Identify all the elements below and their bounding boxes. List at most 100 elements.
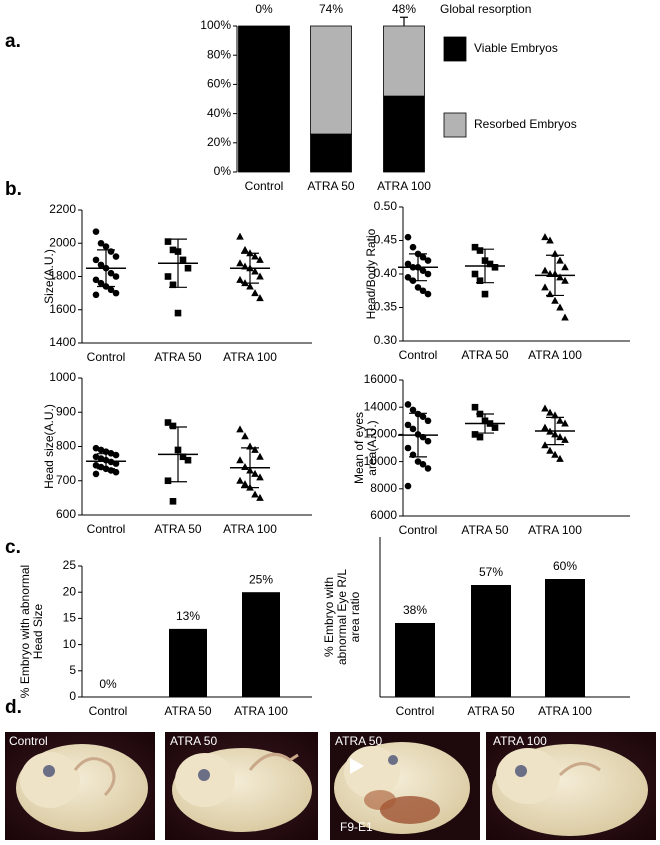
point xyxy=(169,498,177,505)
x-tick-label: ATRA 100 xyxy=(223,350,277,364)
point xyxy=(92,291,100,299)
y-tick-label: 700 xyxy=(56,473,76,487)
point xyxy=(169,246,177,254)
y-tick-label: 8000 xyxy=(370,481,397,495)
y-tick-label: 40% xyxy=(207,106,231,120)
x-tick-label: ATRA 100 xyxy=(528,523,582,537)
point xyxy=(179,256,187,264)
bar-segment xyxy=(310,133,352,173)
point xyxy=(546,290,554,298)
point xyxy=(404,482,412,490)
y-tick-label: 14000 xyxy=(364,399,398,413)
point xyxy=(251,267,259,275)
x-tick-label: Control xyxy=(245,179,284,193)
point xyxy=(424,257,432,264)
y-tick-label: 15 xyxy=(63,611,77,625)
point xyxy=(256,294,264,302)
point xyxy=(424,290,432,298)
y-tick-label: 0.35 xyxy=(374,300,398,314)
point xyxy=(236,275,244,283)
point xyxy=(246,282,254,290)
panel-label: b. xyxy=(5,179,22,200)
annotation-label: 48% xyxy=(392,2,416,16)
panel-label: d. xyxy=(5,697,22,718)
y-tick-label: 1600 xyxy=(49,302,76,316)
point xyxy=(404,260,412,268)
point xyxy=(541,404,549,412)
y-tick-label: 0.30 xyxy=(374,333,398,347)
point xyxy=(112,468,120,476)
point xyxy=(251,445,259,453)
point xyxy=(164,419,172,426)
y-tick-label: 10000 xyxy=(364,454,398,468)
y-tick-label: 60% xyxy=(207,77,231,91)
y-axis-title: Mean of eyes xyxy=(352,412,366,484)
x-tick-label: Control xyxy=(89,704,128,718)
point xyxy=(251,490,259,498)
point xyxy=(556,303,564,311)
photo-label: Control xyxy=(9,734,48,748)
point xyxy=(236,456,244,464)
y-axis-title: abnormal Eye R/L xyxy=(335,569,349,665)
point xyxy=(471,270,479,278)
point xyxy=(556,273,564,281)
photo-label: ATRA 50 xyxy=(335,734,382,748)
point xyxy=(556,256,564,264)
point xyxy=(424,270,432,278)
point xyxy=(184,264,192,272)
point xyxy=(556,454,564,462)
point xyxy=(419,413,427,421)
bar-label: 38% xyxy=(403,603,427,617)
point xyxy=(107,269,115,277)
point xyxy=(97,279,105,287)
point xyxy=(541,266,549,274)
bar-label: 57% xyxy=(479,565,503,579)
point xyxy=(112,289,120,297)
point xyxy=(251,252,259,260)
point xyxy=(551,296,559,304)
x-tick-label: ATRA 100 xyxy=(377,179,431,193)
y-tick-label: 1800 xyxy=(49,269,76,283)
point xyxy=(256,473,264,481)
point xyxy=(97,261,105,269)
point xyxy=(97,446,105,454)
point xyxy=(424,465,432,472)
point xyxy=(561,276,569,284)
x-tick-label: Control xyxy=(396,704,435,718)
arrowhead xyxy=(350,758,364,774)
point xyxy=(546,446,554,454)
photo-label: ATRA 100 xyxy=(493,734,547,748)
legend-label: Resorbed Embryos xyxy=(474,117,577,131)
point xyxy=(184,456,192,464)
y-tick-label: 16000 xyxy=(364,372,398,386)
bar xyxy=(169,628,207,697)
y-axis-title: area ratio xyxy=(348,591,362,642)
x-tick-label: ATRA 100 xyxy=(538,704,592,718)
point xyxy=(236,232,244,240)
point xyxy=(241,432,249,440)
point xyxy=(541,283,549,291)
bar xyxy=(471,585,511,697)
x-tick-label: ATRA 50 xyxy=(467,704,514,718)
point xyxy=(419,461,427,468)
photo: ATRA 100 xyxy=(486,732,656,840)
x-tick-label: ATRA 100 xyxy=(223,522,277,536)
y-tick-label: 2000 xyxy=(49,235,76,249)
point xyxy=(92,462,100,469)
point xyxy=(164,477,172,485)
y-tick-label: 10 xyxy=(63,637,77,651)
y-axis-title: Head Size xyxy=(31,603,45,659)
point xyxy=(241,463,249,471)
bar-label: 13% xyxy=(176,609,200,623)
point xyxy=(97,239,105,247)
bar xyxy=(395,623,435,697)
point xyxy=(551,450,559,458)
x-tick-label: ATRA 100 xyxy=(234,704,288,718)
point xyxy=(476,247,484,254)
point xyxy=(236,259,244,267)
point xyxy=(491,264,499,271)
point xyxy=(169,281,177,289)
photo-label: ATRA 50 xyxy=(170,734,217,748)
point xyxy=(486,260,494,268)
